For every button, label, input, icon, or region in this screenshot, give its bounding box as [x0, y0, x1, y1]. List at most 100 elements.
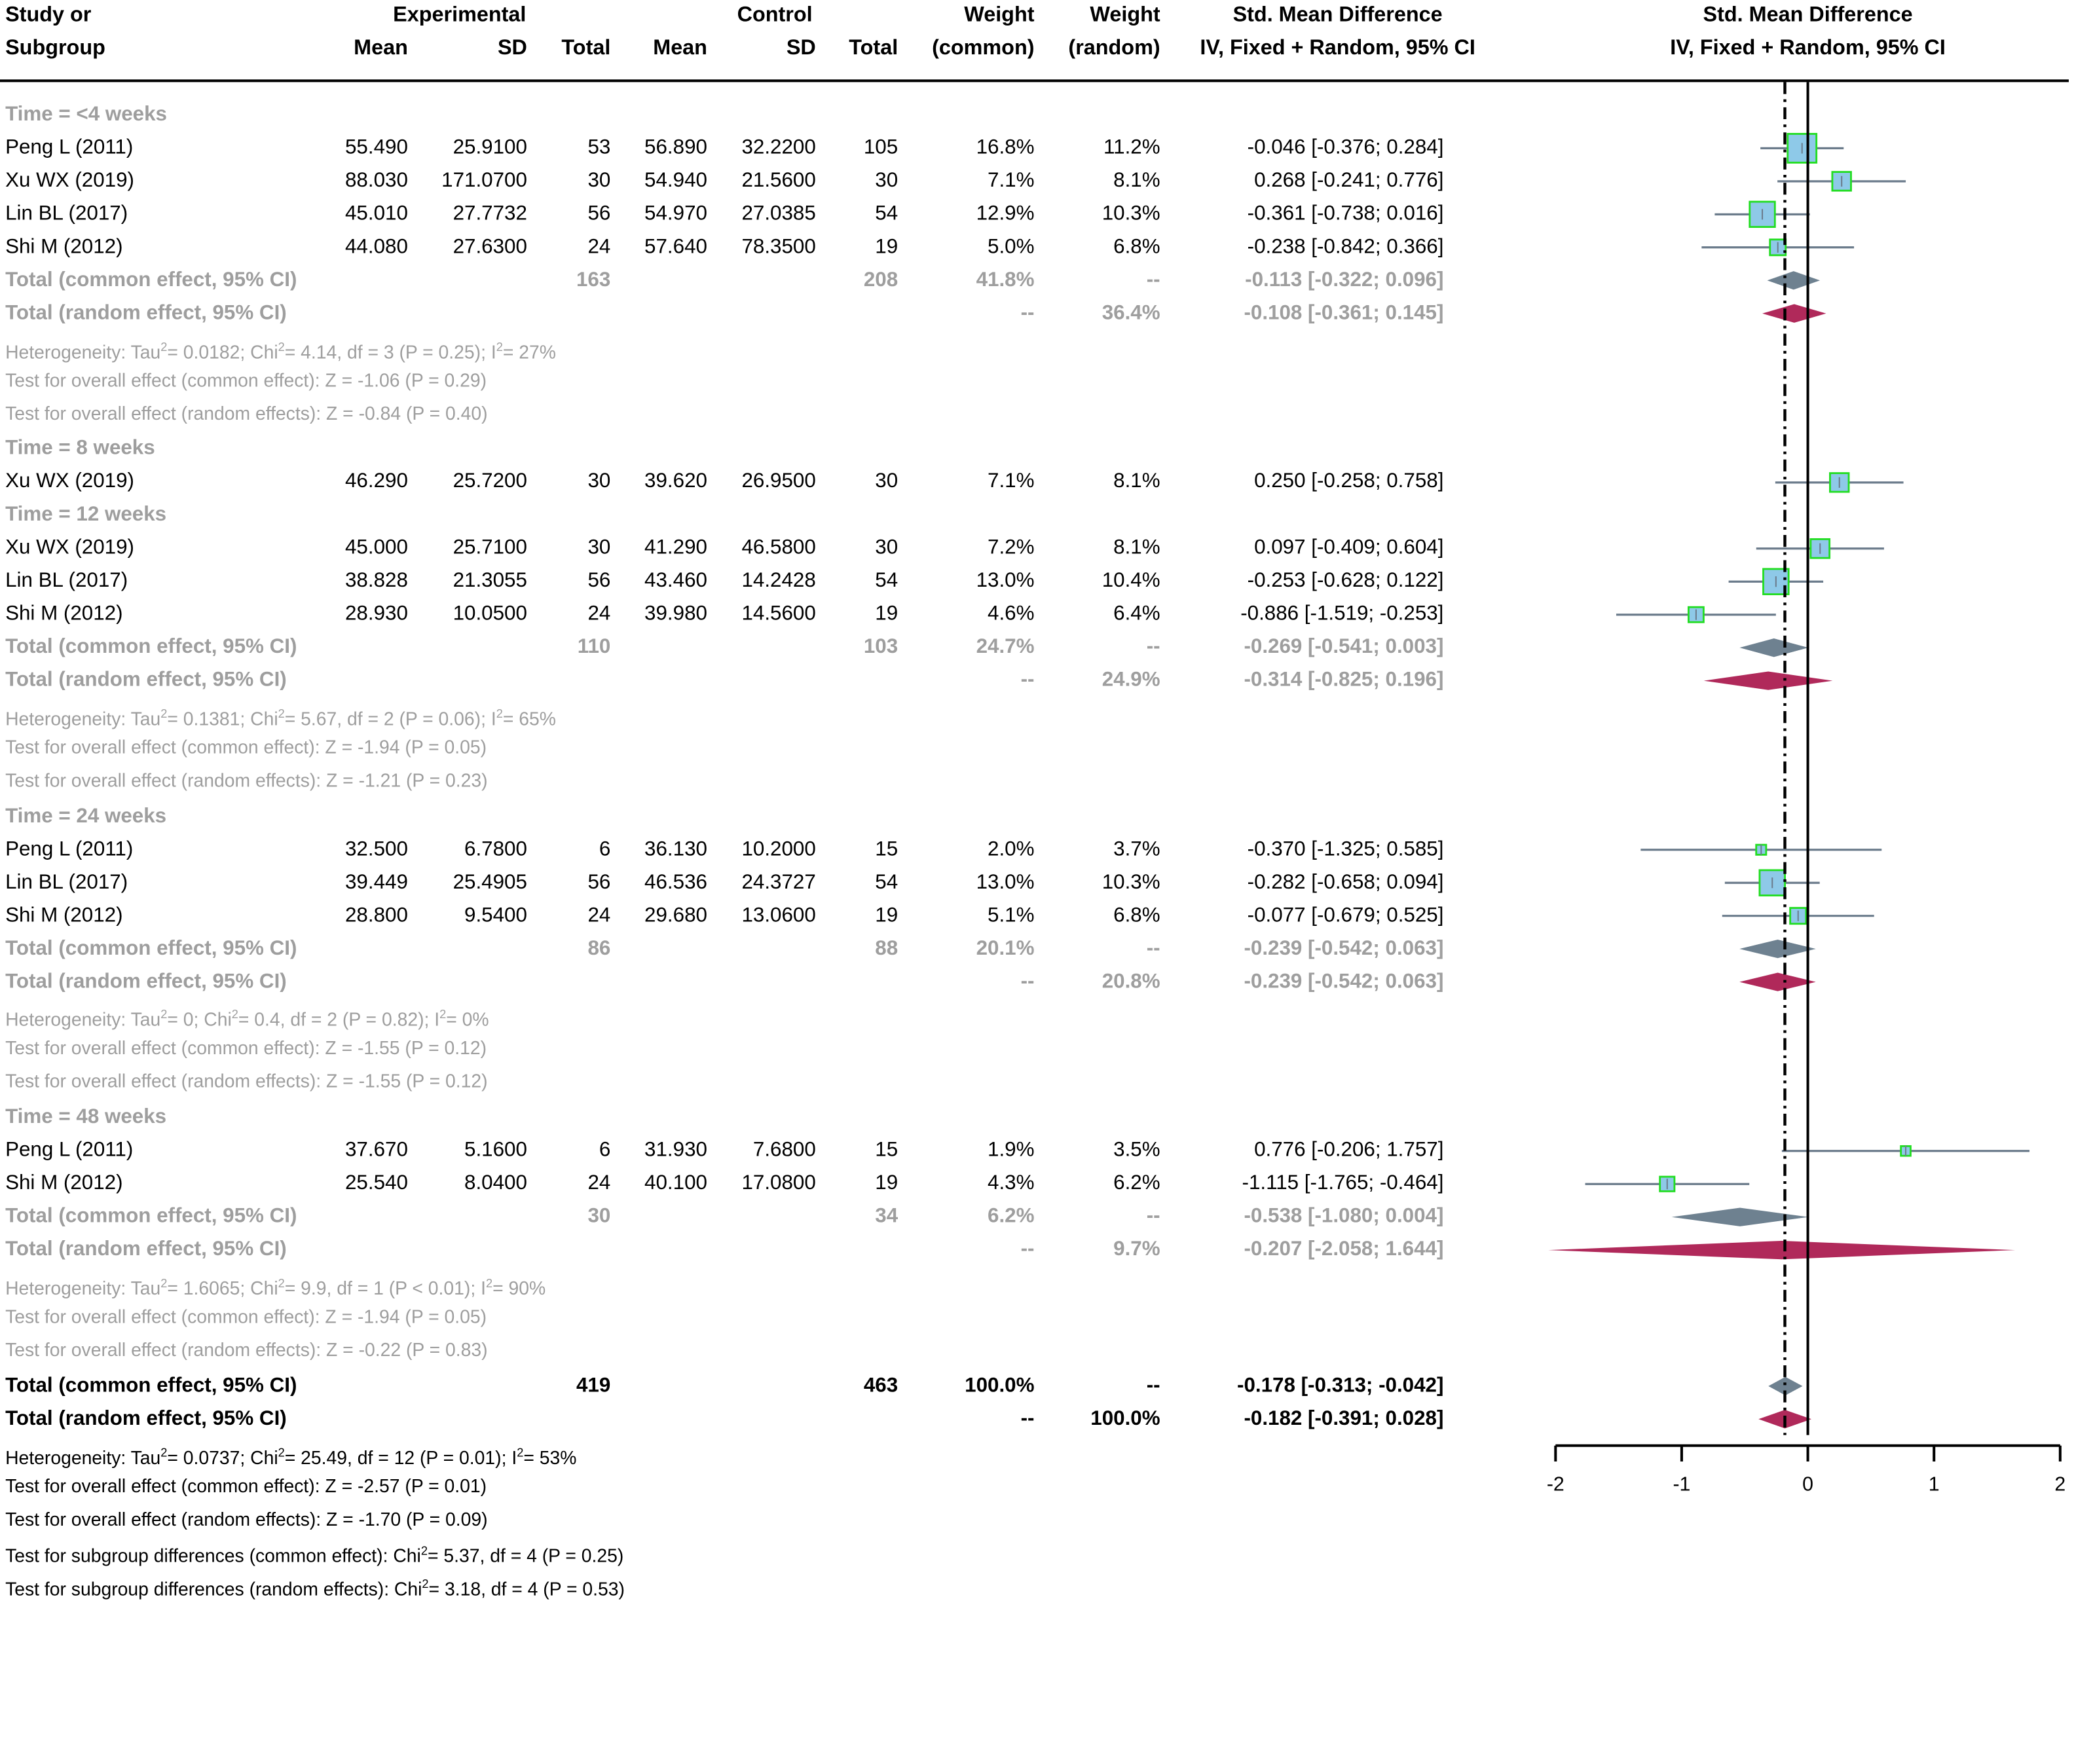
cell-w-common: 12.9%	[976, 202, 1035, 225]
cell-w-common: 7.2%	[988, 536, 1035, 559]
header-smd-l1: Std. Mean Difference	[1232, 4, 1443, 27]
cell-ci-text: -0.269 [-0.541; 0.003]	[1244, 635, 1444, 659]
cell-c-mean: 56.890	[644, 136, 707, 159]
x-tick-label: 2	[2054, 1474, 2065, 1496]
x-tick-label: 1	[1929, 1474, 1940, 1496]
cell-w-common: --	[1020, 1238, 1035, 1261]
cell-ci-text: -0.239 [-0.542; 0.063]	[1244, 936, 1444, 960]
cell-w-common: 5.1%	[988, 904, 1035, 927]
text-part-chi2: = 25.49, df = 12 (P = 0.01); I	[284, 1446, 517, 1468]
test-overall-effect-text: Test for overall effect (random effects)…	[5, 1070, 488, 1092]
superscript-2: 2	[160, 707, 168, 721]
cell-w-random: 10.4%	[1102, 570, 1160, 593]
cell-ci-text: -0.207 [-2.058; 1.644]	[1244, 1238, 1444, 1261]
heterogeneity-text: Heterogeneity: Tau2= 0.0182; Chi2= 4.14,…	[5, 335, 556, 363]
cell-e-mean: 46.290	[344, 470, 408, 494]
text-part-pre: Test for subgroup differences (random ef…	[5, 1578, 422, 1600]
cell-c-n: 30	[875, 470, 898, 494]
study-label: Lin BL (2017)	[5, 871, 128, 894]
cell-ci-text: -0.113 [-0.322; 0.096]	[1245, 268, 1444, 291]
subtotal-label: Total (common effect, 95% CI)	[5, 936, 297, 960]
superscript-2: 2	[278, 1276, 285, 1290]
cell-w-random: 3.5%	[1113, 1139, 1160, 1162]
cell-c-sd: 24.3727	[741, 871, 816, 894]
cell-w-random: 6.2%	[1113, 1172, 1160, 1195]
cell-w-random: 20.8%	[1102, 970, 1160, 993]
cell-ci-text: -0.361 [-0.738; 0.016]	[1247, 202, 1444, 225]
cell-e-n: 56	[587, 202, 611, 225]
header-ctl-total: Total	[849, 37, 898, 60]
common-effect-diamond	[1739, 939, 1816, 959]
study-label: Shi M (2012)	[5, 904, 123, 927]
cell-w-common: 20.1%	[976, 936, 1035, 960]
cell-c-sd: 13.0600	[741, 904, 816, 927]
cell-c-mean: 57.640	[644, 235, 707, 258]
superscript-2: 2	[160, 340, 168, 354]
cell-c-n: 103	[863, 635, 898, 659]
cell-ci-text: -0.538 [-1.080; 0.004]	[1244, 1205, 1444, 1228]
cell-w-random: --	[1146, 635, 1160, 659]
test-overall-effect-text-overall: Test for overall effect (common effect):…	[5, 1475, 487, 1496]
subtotal-label: Total (random effect, 95% CI)	[5, 1238, 287, 1261]
superscript-2: 2	[160, 1008, 168, 1022]
cell-ci-text: -0.238 [-0.842; 0.366]	[1247, 235, 1444, 258]
study-square	[1787, 133, 1818, 164]
cell-c-sd: 21.5600	[741, 169, 816, 193]
cell-ci-text: 0.776 [-0.206; 1.757]	[1254, 1139, 1444, 1162]
cell-e-n: 53	[587, 136, 611, 159]
cell-w-random: 10.3%	[1102, 871, 1160, 894]
cell-ci-text: -0.239 [-0.542; 0.063]	[1244, 970, 1444, 993]
cell-e-sd: 25.7100	[453, 536, 527, 559]
cell-w-random: 6.8%	[1113, 904, 1160, 927]
header-weight-common-l2: (common)	[932, 37, 1035, 60]
cell-e-n: 86	[587, 936, 611, 960]
cell-e-mean: 45.010	[344, 202, 408, 225]
cell-e-mean: 28.930	[344, 602, 408, 625]
cell-w-random: 8.1%	[1113, 536, 1160, 559]
cell-c-sd: 78.3500	[741, 235, 816, 258]
cell-w-random: --	[1146, 1374, 1160, 1397]
cell-w-common: 5.0%	[988, 235, 1035, 258]
cell-c-n: 463	[863, 1374, 898, 1397]
common-effect-diamond	[1768, 1376, 1803, 1396]
cell-ci-text: 0.268 [-0.241; 0.776]	[1254, 169, 1444, 193]
cell-e-n: 30	[587, 169, 611, 193]
superscript-2: 2	[496, 340, 503, 354]
superscript-2: 2	[422, 1577, 429, 1591]
cell-c-n: 30	[875, 536, 898, 559]
header-study-l2: Subgroup	[5, 37, 105, 60]
cell-c-mean: 54.970	[644, 202, 707, 225]
cell-w-common: --	[1020, 970, 1035, 993]
subgroup-title: Time = 48 weeks	[5, 1106, 167, 1129]
heterogeneity-text: Heterogeneity: Tau2= 0.1381; Chi2= 5.67,…	[5, 702, 556, 731]
cell-w-random: 8.1%	[1113, 470, 1160, 494]
test-overall-effect-text: Test for overall effect (common effect):…	[5, 736, 487, 758]
text-part-tau2: = 0.1381; Chi	[167, 708, 278, 729]
header-experimental: Experimental	[393, 4, 527, 27]
cell-c-mean: 39.980	[644, 602, 707, 625]
cell-e-sd: 25.4905	[453, 871, 527, 894]
cell-w-random: --	[1146, 1205, 1160, 1228]
cell-ci-text: -0.282 [-0.658; 0.094]	[1247, 871, 1444, 894]
cell-e-mean: 45.000	[344, 536, 408, 559]
study-label: Shi M (2012)	[5, 235, 123, 258]
cell-c-mean: 54.940	[644, 169, 707, 193]
text-part-pre: Heterogeneity: Tau	[5, 708, 161, 729]
common-effect-diamond	[1767, 271, 1821, 290]
cell-c-n: 19	[875, 904, 898, 927]
cell-ci-text: -0.253 [-0.628; 0.122]	[1247, 570, 1444, 593]
cell-e-mean: 28.800	[344, 904, 408, 927]
cell-c-n: 54	[875, 570, 898, 593]
study-label: Xu WX (2019)	[5, 470, 134, 494]
cell-w-random: 10.3%	[1102, 202, 1160, 225]
cell-e-n: 6	[599, 837, 611, 860]
cell-w-random: 3.7%	[1113, 837, 1160, 860]
subgroup-difference-text: Test for subgroup differences (random ef…	[5, 1572, 625, 1601]
subtotal-label: Total (common effect, 95% CI)	[5, 1205, 297, 1228]
superscript-2: 2	[160, 1445, 168, 1459]
cell-c-sd: 27.0385	[741, 202, 816, 225]
cell-c-mean: 40.100	[644, 1172, 707, 1195]
cell-c-sd: 46.5800	[741, 536, 816, 559]
cell-e-sd: 6.7800	[464, 837, 527, 860]
heterogeneity-text: Heterogeneity: Tau2= 0; Chi2= 0.4, df = …	[5, 1003, 489, 1032]
